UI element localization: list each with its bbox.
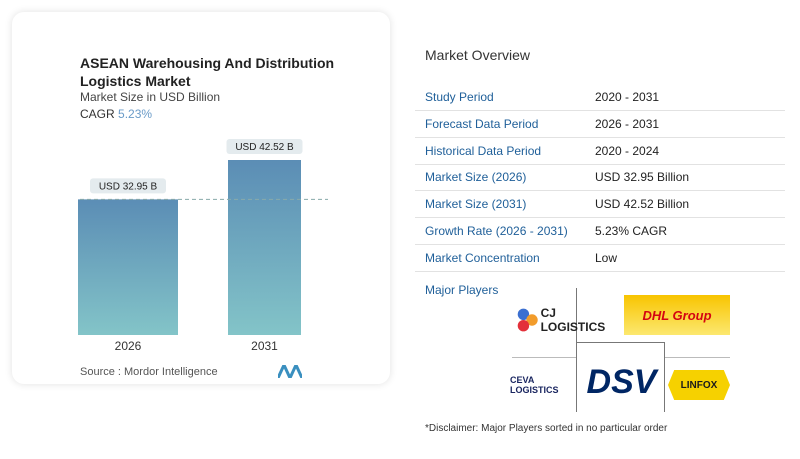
chart-subtitle: Market Size in USD Billion (80, 90, 221, 104)
row-value: 2020 - 2024 (595, 143, 660, 158)
row-label: Market Size (2026) (425, 170, 527, 185)
linfox-logo: LINFOX (668, 370, 730, 400)
chart-title: ASEAN Warehousing And Distribution Logis… (80, 55, 335, 89)
x-tick-label: 2026 (115, 339, 142, 353)
row-label: Historical Data Period (425, 143, 542, 158)
bar-2026 (78, 199, 178, 335)
mordor-logo-icon (278, 365, 302, 378)
cagr: CAGR 5.23% (80, 107, 152, 121)
overview-row: Study Period 2020 - 2031 (415, 84, 785, 111)
row-value: 2026 - 2031 (595, 116, 660, 131)
row-value: Low (595, 250, 618, 265)
row-label: Forecast Data Period (425, 116, 539, 131)
row-label: Growth Rate (2026 - 2031) (425, 224, 568, 238)
linfox-text: LINFOX (680, 379, 718, 391)
row-label: Market Concentration (425, 250, 540, 265)
overview-title: Market Overview (425, 47, 531, 63)
chart-card (12, 12, 390, 384)
dhl-logo: DHL Group (624, 295, 730, 335)
row-label: Study Period (425, 90, 494, 104)
overview-row: Historical Data Period 2020 - 2024 (415, 138, 785, 165)
data-label: USD 42.52 B (235, 142, 294, 153)
data-label-bg (226, 139, 303, 154)
disclaimer: *Disclaimer: Major Players sorted in no … (425, 423, 668, 434)
row-value: USD 32.95 Billion (595, 170, 690, 185)
overview-row: Market Size (2026) USD 32.95 Billion (415, 164, 785, 192)
cj-logistics-logo: CJ LOGISTICS (512, 297, 620, 342)
overview-row: Growth Rate (2026 - 2031) 5.23% CAGR (415, 218, 785, 245)
dsv-text: DSV (586, 362, 657, 401)
ceva-text: CEVA LOGISTICS (510, 375, 559, 395)
cagr-value: 5.23% (118, 107, 153, 121)
data-label-bg (90, 178, 166, 194)
cj-text: CJ LOGISTICS (540, 305, 606, 334)
ceva-logo: CEVA LOGISTICS (510, 370, 576, 400)
row-value: 2020 - 2031 (595, 90, 660, 104)
row-label: Market Size (2031) (425, 197, 527, 212)
row-value: 5.23% CAGR (595, 224, 668, 238)
row-value: USD 42.52 Billion (595, 197, 690, 212)
bar-chart: USD 32.95 B 2026 USD 42.52 B 2031 (78, 139, 328, 353)
dsv-logo: DSV (578, 362, 665, 402)
dhl-text: DHL Group (642, 307, 712, 323)
major-players-label: Major Players (425, 283, 499, 297)
overview-row: Market Concentration Low (415, 245, 785, 272)
bar-2031 (228, 160, 301, 335)
source: Source : Mordor Intelligence (80, 366, 218, 378)
x-tick-label: 2031 (251, 339, 278, 353)
overview-row: Market Size (2031) USD 42.52 Billion (415, 191, 785, 219)
data-label: USD 32.95 B (99, 181, 158, 192)
cagr-label: CAGR (80, 107, 115, 121)
overview-row: Forecast Data Period 2026 - 2031 (415, 111, 785, 138)
